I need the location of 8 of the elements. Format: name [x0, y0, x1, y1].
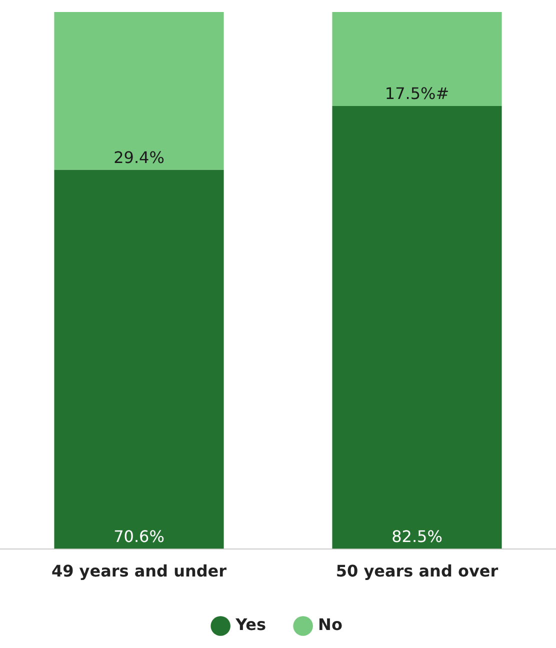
data-label: 82.5% [392, 526, 442, 546]
legend-label: Yes [234, 615, 266, 634]
data-label: 29.4% [114, 148, 164, 167]
legend-label: No [318, 615, 342, 634]
x-tick-label: 49 years and under [51, 562, 227, 581]
x-tick-label: 50 years and over [336, 562, 498, 581]
data-label: 17.5%# [384, 84, 450, 104]
data-label: 70.6% [114, 526, 164, 546]
